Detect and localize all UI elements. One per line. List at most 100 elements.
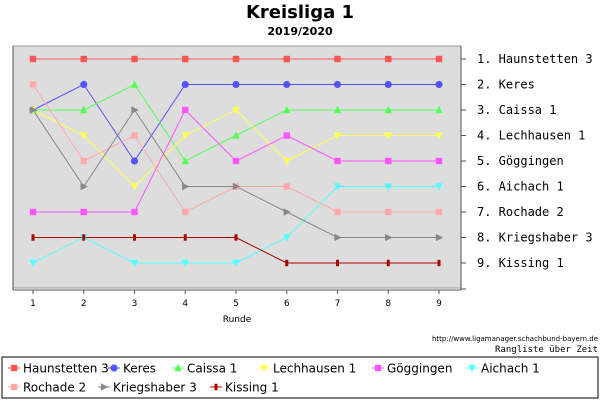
x-tick-label: 4 bbox=[182, 299, 188, 309]
rank-label: 2. Keres bbox=[477, 78, 535, 92]
data-point bbox=[384, 80, 392, 89]
data-point bbox=[182, 182, 190, 191]
data-point bbox=[384, 105, 392, 114]
data-point bbox=[435, 55, 443, 63]
data-point bbox=[80, 132, 88, 140]
legend-swatch-marker bbox=[100, 383, 109, 391]
rank-label: 1. Haunstetten 3 bbox=[477, 52, 593, 66]
data-point bbox=[183, 234, 187, 241]
data-point bbox=[181, 80, 189, 89]
data-point bbox=[130, 80, 139, 88]
data-point bbox=[435, 80, 443, 89]
data-point bbox=[131, 55, 138, 63]
legend-swatch-marker bbox=[110, 364, 118, 372]
data-point bbox=[334, 157, 341, 165]
data-point bbox=[334, 55, 341, 63]
rank-label: 3. Caissa 1 bbox=[477, 103, 556, 117]
rank-label: 8. Kriegshaber 3 bbox=[477, 231, 593, 245]
data-point bbox=[333, 132, 342, 140]
legend-swatch-marker bbox=[260, 364, 268, 373]
data-point bbox=[181, 132, 189, 140]
x-tick-label: 5 bbox=[233, 299, 239, 309]
data-point bbox=[435, 183, 443, 191]
data-point bbox=[283, 105, 291, 114]
data-point bbox=[334, 208, 341, 216]
x-tick-group: 1 2 3 4 5 6 7 8 9 bbox=[30, 290, 442, 309]
data-point bbox=[232, 131, 240, 139]
data-point bbox=[283, 80, 291, 89]
data-point bbox=[130, 157, 139, 165]
data-point bbox=[29, 208, 37, 216]
x-tick-label: 8 bbox=[385, 299, 391, 309]
legend-label: Keres bbox=[123, 362, 156, 376]
legend-label: Kissing 1 bbox=[225, 381, 279, 395]
data-point bbox=[182, 208, 189, 216]
data-point bbox=[29, 55, 37, 63]
data-point bbox=[82, 234, 86, 241]
data-point bbox=[435, 233, 444, 242]
legend-label: Caissa 1 bbox=[187, 362, 237, 376]
data-point bbox=[386, 259, 390, 267]
data-point bbox=[232, 259, 240, 268]
data-point bbox=[232, 80, 240, 89]
data-point bbox=[283, 208, 291, 216]
data-point bbox=[385, 208, 392, 216]
data-point bbox=[29, 259, 37, 268]
data-point bbox=[80, 55, 87, 63]
legend-label: Haunstetten 3 bbox=[23, 362, 109, 376]
data-point bbox=[29, 106, 38, 114]
data-point bbox=[80, 208, 87, 216]
legend-swatch-marker bbox=[374, 364, 382, 372]
data-point bbox=[182, 106, 189, 114]
data-point bbox=[131, 106, 139, 114]
source-text: http://www.ligamanager.schachbund-bayern… bbox=[432, 335, 598, 343]
legend-swatch-marker bbox=[10, 364, 18, 372]
data-point bbox=[80, 182, 88, 191]
data-point bbox=[80, 105, 88, 114]
x-tick-label: 2 bbox=[81, 299, 87, 309]
data-point bbox=[283, 183, 290, 190]
data-point bbox=[285, 259, 289, 267]
data-point bbox=[283, 132, 290, 139]
data-point bbox=[130, 183, 139, 191]
data-point bbox=[384, 183, 392, 191]
x-tick-label: 7 bbox=[335, 299, 341, 309]
data-point bbox=[435, 157, 443, 165]
rank-label: 7. Rochade 2 bbox=[477, 205, 564, 219]
caption-text: Rangliste über Zeit bbox=[495, 345, 598, 355]
data-point bbox=[232, 182, 241, 191]
legend-box bbox=[1, 356, 599, 399]
data-point bbox=[435, 132, 443, 140]
data-point bbox=[384, 132, 392, 140]
data-point bbox=[181, 156, 189, 165]
data-point bbox=[181, 259, 189, 268]
data-point bbox=[31, 234, 35, 241]
rank-label-group: 1. Haunstetten 3 2. Keres 3. Caissa 1 4. Le… bbox=[461, 52, 593, 290]
legend-label: Kriegshaber 3 bbox=[113, 381, 197, 395]
series-marker-group bbox=[29, 55, 444, 268]
legend: Haunstetten 3 Keres Caissa 1 Lechhausen 1 Gö… bbox=[8, 362, 540, 395]
data-point bbox=[232, 157, 240, 165]
rank-label: 5. Göggingen bbox=[477, 154, 564, 168]
data-point bbox=[437, 259, 441, 267]
chart-subtitle: 2019/2020 bbox=[267, 25, 333, 38]
data-point bbox=[283, 55, 290, 63]
data-point bbox=[336, 259, 339, 267]
data-point bbox=[130, 259, 139, 268]
x-axis-label: Runde bbox=[223, 315, 252, 325]
data-point bbox=[385, 157, 392, 165]
x-tick-label: 9 bbox=[436, 299, 442, 309]
data-point bbox=[80, 157, 87, 165]
data-point bbox=[80, 80, 88, 89]
data-point bbox=[385, 55, 392, 63]
x-tick-label: 6 bbox=[284, 299, 290, 309]
data-point bbox=[333, 105, 342, 114]
data-point bbox=[182, 55, 189, 63]
legend-label: Rochade 2 bbox=[23, 381, 86, 395]
legend-swatch-marker bbox=[468, 364, 476, 373]
rank-label: 9. Kissing 1 bbox=[477, 256, 564, 270]
chart-title: Kreisliga 1 bbox=[246, 2, 354, 23]
data-point bbox=[435, 105, 443, 114]
data-point bbox=[283, 234, 291, 242]
